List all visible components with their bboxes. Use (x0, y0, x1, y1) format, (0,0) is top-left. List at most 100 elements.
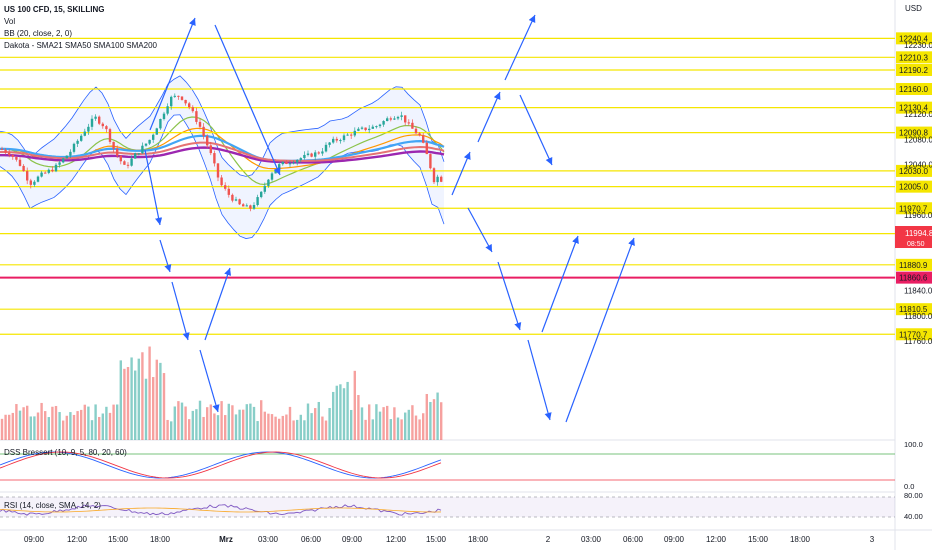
volume-bar (33, 416, 36, 440)
dss-level-100: 100.0 (904, 440, 923, 449)
level-tag (896, 101, 932, 114)
volume-bar (346, 381, 349, 440)
x-tick-label: 15:00 (108, 535, 129, 544)
volume-bar (98, 416, 101, 440)
volume-bar (317, 401, 320, 440)
volume-bar (411, 405, 414, 440)
volume-bar (8, 414, 11, 440)
volume-bar (119, 360, 122, 440)
candle-body (256, 197, 259, 206)
candle-body (159, 118, 162, 129)
volume-bar (22, 407, 25, 440)
level-tag-label: 11970.7 (899, 204, 928, 213)
volume-bar (364, 419, 367, 440)
volume-bar (270, 414, 274, 440)
candle-body (310, 153, 313, 157)
candlesticks[interactable] (0, 93, 443, 212)
candle-body (108, 129, 112, 142)
candle-body (116, 148, 119, 156)
candle-body (418, 133, 421, 136)
volume-bar (11, 412, 14, 440)
x-tick-label: 12:00 (386, 535, 407, 544)
volume-bar (159, 362, 162, 440)
volume-bar (375, 404, 378, 440)
candle-body (90, 118, 94, 127)
candle-body (296, 159, 299, 163)
candle-body (195, 111, 198, 122)
candle-body (360, 127, 364, 129)
volume-bar (440, 402, 443, 440)
candle-body (72, 143, 76, 152)
volume-bar (260, 400, 263, 440)
x-tick-label: 15:00 (426, 535, 447, 544)
x-tick-label: 2 (546, 535, 551, 544)
candle-body (54, 164, 58, 172)
volume-bar (173, 406, 176, 440)
volume-bar (436, 392, 439, 440)
volume-bar (339, 384, 342, 440)
candle-body (346, 134, 349, 136)
candle-body (274, 169, 277, 174)
volume-bar (101, 413, 104, 440)
dss-level-0: 0.0 (904, 482, 914, 491)
candle-body (134, 153, 137, 159)
candle-body (411, 122, 414, 129)
volume-bar (404, 412, 407, 440)
volume-bar (206, 407, 209, 440)
candle-body (76, 140, 79, 144)
volume-bar (303, 420, 306, 440)
price-level-lines (0, 37, 895, 335)
volume-bar (400, 419, 403, 440)
candle-body (396, 116, 400, 119)
x-tick-label: 15:00 (748, 535, 769, 544)
volume-bar (310, 413, 313, 440)
candle-body (180, 96, 184, 100)
volume-bar (299, 414, 302, 440)
candle-body (422, 135, 425, 143)
level-tag-label: 11770.7 (899, 330, 928, 339)
x-tick-label: 18:00 (468, 535, 489, 544)
volume-bar (116, 404, 119, 440)
projection-arrow (519, 94, 553, 166)
candle-body (440, 176, 443, 182)
volume-bar (170, 421, 173, 440)
volume-bar (198, 400, 202, 440)
candle-body (83, 131, 86, 136)
candle-body (368, 128, 371, 131)
candle-body (224, 185, 227, 189)
projection-arrow (477, 91, 501, 143)
candle-body (317, 152, 320, 154)
level-tag-label: 12210.3 (899, 53, 928, 62)
candle-body (166, 106, 169, 114)
candle-body (191, 107, 194, 112)
volume-bar (278, 418, 281, 440)
candle-body (238, 199, 241, 205)
candle-body (321, 151, 324, 154)
volume-bar (335, 385, 338, 440)
candle-body (98, 116, 101, 124)
candle-body (33, 181, 36, 185)
volume-bar (371, 419, 374, 440)
volume-bar (126, 367, 130, 440)
candle-body (123, 161, 126, 165)
level-tag (896, 258, 932, 271)
volume-bar (90, 420, 94, 440)
sma-red-line (0, 141, 445, 162)
projection-arrows[interactable] (144, 14, 635, 423)
candle-body (220, 177, 223, 186)
candle-body (213, 153, 216, 164)
volume-bar (252, 406, 256, 440)
dss-line (0, 451, 442, 479)
volume-bar (292, 420, 295, 440)
projection-arrow (527, 339, 552, 421)
candle-body (188, 103, 191, 108)
volume-bar (188, 419, 191, 440)
volume-bar (144, 378, 148, 440)
projection-arrow (199, 349, 220, 413)
sma100-line (0, 134, 445, 162)
level-tag-label: 12160.0 (899, 85, 928, 94)
x-tick-label: 18:00 (790, 535, 811, 544)
projection-arrow (451, 151, 471, 196)
